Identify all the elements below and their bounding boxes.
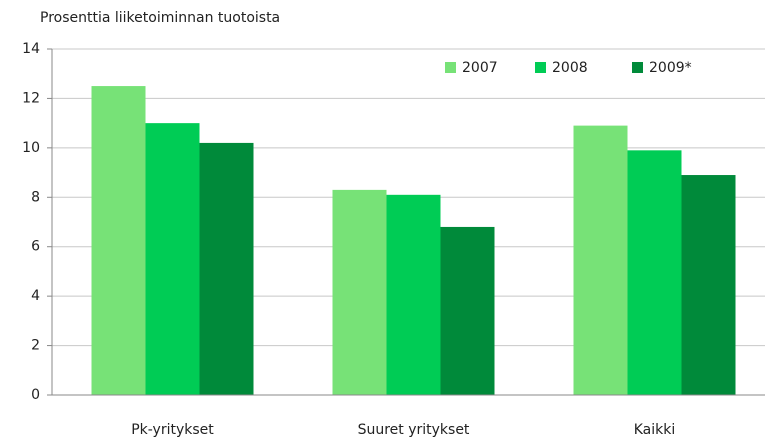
x-tick-label: Suuret yritykset [358, 422, 470, 437]
bar [681, 175, 736, 395]
y-tick-label: 0 [31, 387, 40, 403]
y-tick-label: 14 [22, 41, 40, 57]
bar [332, 189, 387, 395]
legend-swatch [632, 62, 643, 73]
bar [145, 123, 200, 396]
y-axis-label: Prosenttia liiketoiminnan tuotoista [40, 10, 280, 26]
y-tick-label: 6 [31, 239, 40, 255]
x-tick-label: Kaikki [634, 422, 676, 437]
x-tick-label: Pk-yritykset [131, 422, 214, 437]
legend-label: 2009* [649, 60, 692, 76]
legend-swatch [445, 62, 456, 73]
y-tick-label: 10 [22, 140, 40, 156]
bar [199, 142, 254, 395]
bar [386, 194, 441, 395]
bar [627, 150, 682, 395]
y-tick-label: 12 [22, 90, 40, 106]
legend-swatch [535, 62, 546, 73]
y-tick-label: 4 [31, 288, 40, 304]
y-tick-label: 8 [31, 189, 40, 205]
y-tick-label: 2 [31, 338, 40, 354]
bar [573, 125, 628, 395]
bar [440, 226, 495, 395]
legend-label: 2007 [462, 60, 498, 76]
legend-label: 2008 [552, 60, 588, 76]
bar [91, 86, 146, 396]
